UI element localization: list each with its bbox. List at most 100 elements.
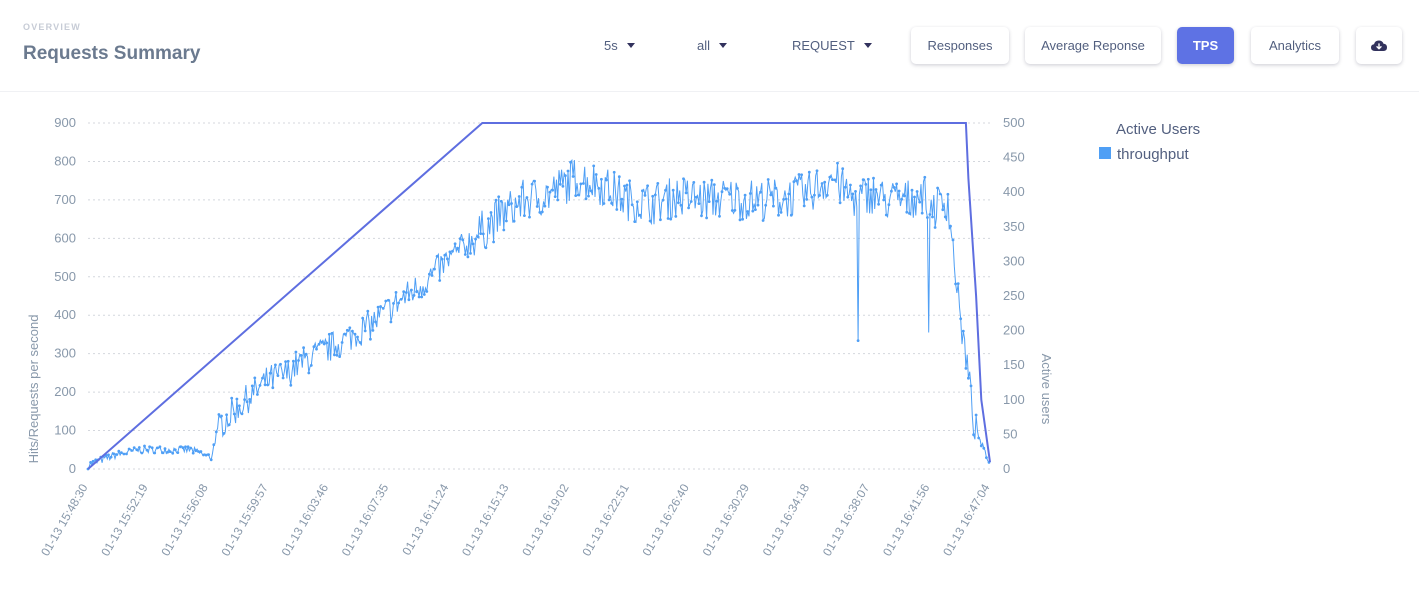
throughput-point — [738, 218, 742, 222]
throughput-point — [294, 350, 298, 354]
throughput-point — [376, 305, 380, 309]
throughput-point — [281, 376, 285, 380]
throughput-point — [813, 193, 816, 197]
y-tick-label: 100 — [54, 423, 76, 438]
throughput-point — [333, 353, 336, 357]
throughput-point — [569, 160, 572, 164]
throughput-point — [600, 177, 603, 181]
throughput-point — [576, 193, 580, 197]
throughput-point — [664, 188, 667, 192]
header: OVERVIEW Requests Summary 5s all REQUEST… — [0, 0, 1419, 92]
throughput-point — [122, 452, 126, 456]
throughput-point — [700, 214, 703, 218]
throughput-point — [499, 199, 503, 203]
tps-button[interactable]: TPS — [1177, 27, 1234, 64]
throughput-point — [594, 173, 598, 176]
throughput-point — [892, 186, 896, 189]
throughput-point — [512, 219, 516, 223]
throughput-point — [307, 371, 311, 375]
throughput-point — [143, 444, 146, 448]
throughput-point — [807, 170, 811, 174]
throughput-point — [150, 446, 154, 450]
y2-tick-label: 400 — [1003, 184, 1025, 199]
throughput-point — [754, 208, 757, 211]
throughput-point — [191, 451, 195, 455]
throughput-point — [466, 255, 470, 259]
throughput-point — [374, 320, 377, 324]
throughput-point — [212, 443, 216, 447]
throughput-point — [728, 192, 732, 196]
throughput-point — [433, 267, 436, 271]
page-title: Requests Summary — [23, 43, 201, 64]
throughput-point — [274, 363, 277, 367]
throughput-point — [351, 329, 354, 333]
throughput-point — [443, 253, 447, 257]
throughput-point — [386, 298, 390, 302]
throughput-point — [392, 302, 395, 305]
throughput-point — [448, 250, 452, 254]
throughput-point — [469, 252, 472, 255]
y2-tick-label: 250 — [1003, 288, 1025, 303]
throughput-point — [856, 339, 860, 342]
throughput-point — [199, 450, 203, 453]
throughput-point — [299, 354, 303, 357]
throughput-point — [977, 436, 981, 440]
throughput-point — [343, 332, 347, 336]
throughput-point — [179, 445, 182, 449]
throughput-point — [967, 376, 970, 380]
throughput-point — [607, 198, 611, 202]
x-tick-label: 01-13 16:26:40 — [639, 481, 692, 558]
throughput-point — [451, 249, 454, 253]
throughput-point — [718, 214, 721, 218]
type-dropdown[interactable]: REQUEST — [792, 38, 872, 53]
throughput-point — [232, 412, 236, 416]
throughput-point — [854, 190, 857, 193]
average-response-button[interactable]: Average Reponse — [1025, 27, 1161, 64]
throughput-point — [635, 200, 639, 204]
throughput-point — [497, 195, 501, 199]
throughput-point — [384, 299, 388, 303]
responses-button[interactable]: Responses — [911, 27, 1009, 64]
throughput-point — [476, 235, 480, 239]
throughput-point — [751, 209, 755, 213]
interval-dropdown[interactable]: 5s — [604, 38, 635, 53]
throughput-point — [587, 194, 590, 198]
throughput-point — [766, 178, 770, 181]
throughput-point — [720, 190, 724, 194]
throughput-point — [268, 371, 272, 375]
throughput-point — [381, 307, 385, 310]
throughput-point — [936, 186, 939, 190]
throughput-point — [322, 342, 326, 346]
throughput-point — [748, 192, 752, 195]
y2-tick-label: 100 — [1003, 392, 1025, 407]
x-tick-label: 01-13 16:03:46 — [279, 481, 332, 558]
throughput-point — [931, 215, 934, 219]
legend-swatch-throughput[interactable] — [1099, 147, 1111, 159]
throughput-point — [361, 316, 365, 320]
download-button[interactable] — [1356, 27, 1402, 64]
throughput-point — [379, 305, 382, 308]
throughput-point — [779, 211, 783, 214]
throughput-point — [507, 203, 511, 207]
throughput-point — [843, 185, 847, 189]
throughput-point — [389, 320, 393, 324]
throughput-point — [397, 301, 400, 305]
analytics-button[interactable]: Analytics — [1251, 27, 1339, 64]
throughput-point — [515, 205, 519, 208]
throughput-point — [707, 200, 711, 203]
throughput-point — [566, 169, 570, 173]
throughput-point — [820, 182, 824, 185]
throughput-point — [320, 341, 323, 344]
legend-item-throughput[interactable]: throughput — [1117, 146, 1190, 163]
throughput-point — [489, 211, 493, 214]
throughput-point — [158, 445, 162, 449]
scope-dropdown[interactable]: all — [697, 38, 728, 53]
legend-title: Active Users — [1116, 121, 1200, 138]
throughput-point — [792, 180, 796, 184]
throughput-point — [918, 200, 922, 204]
throughput-point — [561, 184, 565, 188]
y2-tick-label: 200 — [1003, 323, 1025, 338]
throughput-point — [920, 211, 924, 215]
throughput-point — [825, 193, 829, 197]
throughput-point — [782, 198, 785, 201]
